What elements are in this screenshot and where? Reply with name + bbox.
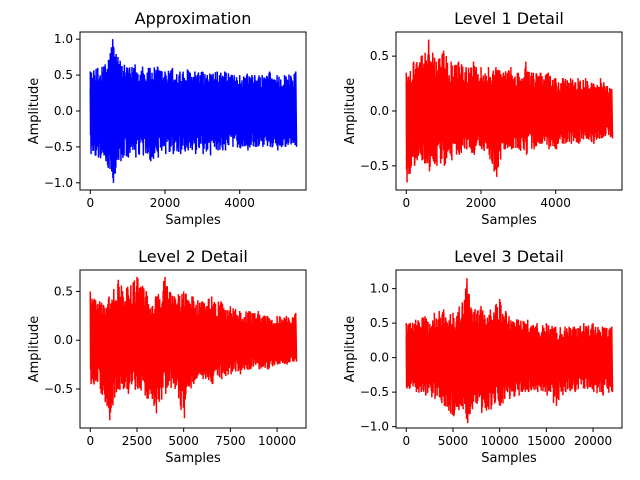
series-line bbox=[89, 276, 298, 421]
y-tick-label: 0.5 bbox=[370, 316, 389, 330]
x-tick-label: 10000 bbox=[481, 434, 519, 448]
y-tick-label: 1.0 bbox=[54, 32, 73, 46]
subplot-title: Level 2 Detail bbox=[138, 247, 248, 266]
y-tick-label: 0.0 bbox=[370, 104, 389, 118]
y-tick-label: 0.5 bbox=[54, 68, 73, 82]
subplot-title: Approximation bbox=[135, 9, 252, 28]
x-tick-label: 5000 bbox=[438, 434, 469, 448]
x-tick-label: 0 bbox=[402, 196, 410, 210]
x-tick-label: 0 bbox=[86, 434, 94, 448]
x-axis-label: Samples bbox=[481, 451, 537, 466]
x-tick-label: 7500 bbox=[215, 434, 246, 448]
x-axis-label: Samples bbox=[165, 213, 221, 228]
y-tick-label: 0.0 bbox=[54, 104, 73, 118]
x-tick-label: 0 bbox=[86, 196, 94, 210]
y-tick-label: 0.5 bbox=[54, 284, 73, 298]
y-tick-label: −1.0 bbox=[360, 420, 389, 434]
subplot-title: Level 3 Detail bbox=[454, 247, 564, 266]
x-tick-label: 2000 bbox=[466, 196, 497, 210]
x-axis-label: Samples bbox=[165, 451, 221, 466]
series-line bbox=[405, 39, 614, 183]
y-tick-label: 0.5 bbox=[370, 49, 389, 63]
subplot-3: 0 2500 5000 7500 10000 −0.5 0.0 0.5 Level 2 Deta… bbox=[27, 247, 307, 466]
x-tick-label: 20000 bbox=[574, 434, 612, 448]
y-tick-label: −1.0 bbox=[44, 176, 73, 190]
axes-frame bbox=[395, 269, 623, 429]
x-tick-label: 5000 bbox=[168, 434, 199, 448]
x-tick-label: 0 bbox=[402, 434, 410, 448]
subplot-4: 0 5000 10000 15000 20000 −1.0 −0.5 0.0 0.5 1.0 Lev… bbox=[343, 247, 623, 466]
subplot-2: 0 2000 4000 −0.5 0.0 0.5 Level 1 Detail Samples… bbox=[343, 9, 623, 228]
y-axis-label: Amplitude bbox=[27, 78, 42, 145]
subplot-1: 0 2000 4000 −1.0 −0.5 0.0 0.5 1.0 Approximation S… bbox=[27, 9, 307, 228]
series-line bbox=[89, 39, 298, 183]
x-tick-label: 2000 bbox=[150, 196, 181, 210]
y-axis-label: Amplitude bbox=[27, 316, 42, 383]
x-tick-label: 4000 bbox=[224, 196, 255, 210]
x-axis-label: Samples bbox=[481, 213, 537, 228]
y-tick-label: −0.5 bbox=[360, 385, 389, 399]
x-tick-label: 4000 bbox=[540, 196, 571, 210]
y-tick-label: −0.5 bbox=[360, 159, 389, 173]
y-tick-label: −0.5 bbox=[44, 382, 73, 396]
x-tick-label: 10000 bbox=[258, 434, 296, 448]
y-tick-label: 0.0 bbox=[370, 351, 389, 365]
y-axis-label: Amplitude bbox=[343, 78, 358, 145]
x-tick-label: 15000 bbox=[527, 434, 565, 448]
y-tick-label: 1.0 bbox=[370, 282, 389, 296]
y-tick-label: −0.5 bbox=[44, 140, 73, 154]
series-line bbox=[405, 278, 614, 424]
subplot-title: Level 1 Detail bbox=[454, 9, 564, 28]
y-tick-label: 0.0 bbox=[54, 333, 73, 347]
axes-frame bbox=[79, 269, 307, 429]
x-tick-label: 2500 bbox=[122, 434, 153, 448]
y-axis-label: Amplitude bbox=[343, 316, 358, 383]
